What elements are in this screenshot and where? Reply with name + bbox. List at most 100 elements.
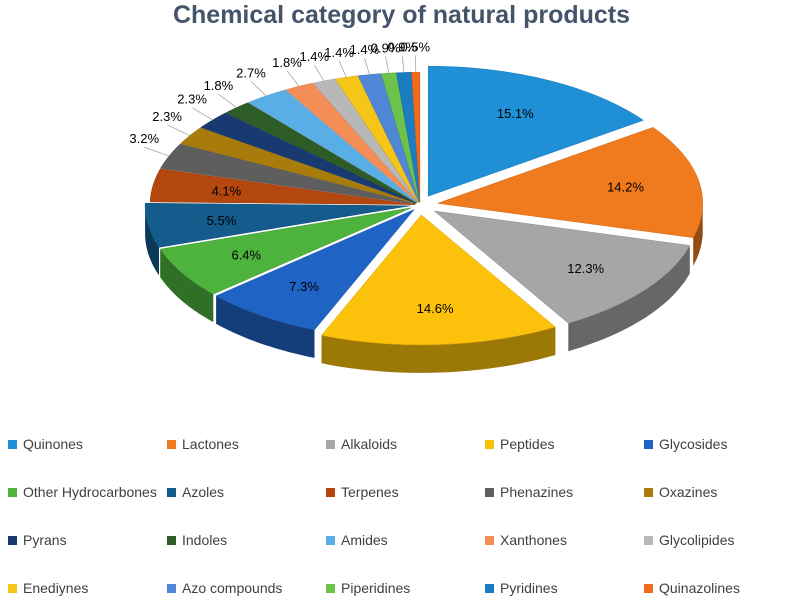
legend-swatch [644,583,653,593]
legend-label: Lactones [182,436,239,452]
legend-item: Quinazolines [644,564,803,612]
data-label-indoles: 1.8% [204,78,234,93]
pie-slice-quinones [427,65,644,197]
pie-slice-azoles [144,202,411,248]
legend-item: Pyrans [8,516,167,564]
leader-line [218,93,237,108]
leader-line [286,70,300,87]
legend-swatch [485,583,494,593]
legend-item: Xanthones [485,516,644,564]
legend-swatch [326,583,335,593]
legend-label: Terpenes [341,484,399,500]
legend-item: Indoles [167,516,326,564]
legend-item: Glycosides [644,420,803,468]
legend-label: Azoles [182,484,225,500]
data-label-peptides: 14.6% [417,301,454,316]
data-label-glycosides: 7.3% [289,279,319,294]
legend-item: Alkaloids [326,420,485,468]
data-label-azoles: 5.5% [207,213,237,228]
leader-line [166,124,191,136]
legend-item: Pyridines [485,564,644,612]
legend-item: Azoles [167,468,326,516]
legend-swatch [644,487,653,497]
legend-swatch [8,439,17,449]
leader-line [144,146,170,157]
pie-side-peptides [321,327,556,373]
data-label-pyridines: 0.9% [387,40,417,55]
legend-label: Alkaloids [341,436,398,452]
pie-slice-alkaloids [433,210,691,324]
legend-swatch [167,583,176,593]
legend-label: Peptides [500,436,555,452]
pie-side-alkaloids [568,245,690,352]
legend-item: Piperidines [326,564,485,612]
data-label-terpenes: 4.1% [212,184,242,199]
legend-item: Other Hydrocarbones [8,468,167,516]
legend-swatch [167,487,176,497]
data-label-lactones: 14.2% [607,180,644,195]
legend-label: Xanthones [500,532,567,548]
legend-label: Amides [341,532,388,548]
legend-item: Quinones [8,420,167,468]
legend-label: Oxazines [659,484,718,500]
pie-side-lactones [693,203,703,266]
leader-line [191,107,213,121]
legend-swatch [644,439,653,449]
legend-item: Amides [326,516,485,564]
pie-slice-lactones [437,127,703,238]
data-label-azo-compounds: 1.4% [350,42,380,57]
data-label-quinones: 15.1% [497,106,534,121]
legend-item: Phenazines [485,468,644,516]
leader-line [401,55,405,73]
chart-title: Chemical category of natural products [172,1,631,29]
legend-swatch [167,535,176,545]
pie-slice-terpenes [149,168,416,205]
pie-side-azoles [145,205,159,276]
pie-slice-peptides [321,214,556,346]
pie-slice-other-hydrocarbones [159,207,412,295]
legend-swatch [326,439,335,449]
data-label-phenazines: 3.2% [129,131,159,146]
legend-label: Quinones [23,436,83,452]
leader-line [250,81,267,97]
leader-line [338,60,347,78]
legend-swatch [644,535,653,545]
data-label-piperidines: 0.9% [371,40,401,55]
legend-item: Azo compounds [167,564,326,612]
legend-label: Glycolipides [659,532,735,548]
data-label-oxazines: 2.3% [152,109,182,124]
pie-side-glycosides [216,295,315,358]
pie-slice-glycosides [215,209,415,331]
legend-item: Lactones [167,420,326,468]
legend-swatch [8,487,17,497]
legend-swatch [326,535,335,545]
legend-label: Piperidines [341,580,411,596]
legend-label: Other Hydrocarbones [23,484,157,500]
legend-swatch [485,535,494,545]
data-label-quinazolines: 0.5% [400,39,430,54]
legend-label: Quinazolines [659,580,740,596]
legend-label: Pyrans [23,532,67,548]
leader-line [414,55,417,73]
legend-swatch [167,439,176,449]
data-label-amides: 2.7% [236,65,266,80]
legend-item: Terpenes [326,468,485,516]
legend-item: Oxazines [644,468,803,516]
leader-line [313,64,325,82]
data-label-glycolipides: 1.4% [299,49,329,64]
legend-item: Glycolipides [644,516,803,564]
legend-item: Peptides [485,420,644,468]
legend-label: Indoles [182,532,228,548]
data-label-pyrans: 2.3% [177,92,207,107]
legend-label: Enediynes [23,580,89,596]
legend-swatch [8,535,17,545]
leader-line [385,56,390,74]
legend-swatch [326,487,335,497]
data-label-other-hydrocarbones: 6.4% [231,248,261,263]
legend-swatch [8,583,17,593]
legend-label: Azo compounds [182,580,283,596]
legend-swatch [485,439,494,449]
legend: Quinones Lactones Alkaloids Peptides Glycosi… [8,420,803,612]
data-label-enediynes: 1.4% [324,45,354,60]
data-label-alkaloids: 12.3% [567,261,604,276]
